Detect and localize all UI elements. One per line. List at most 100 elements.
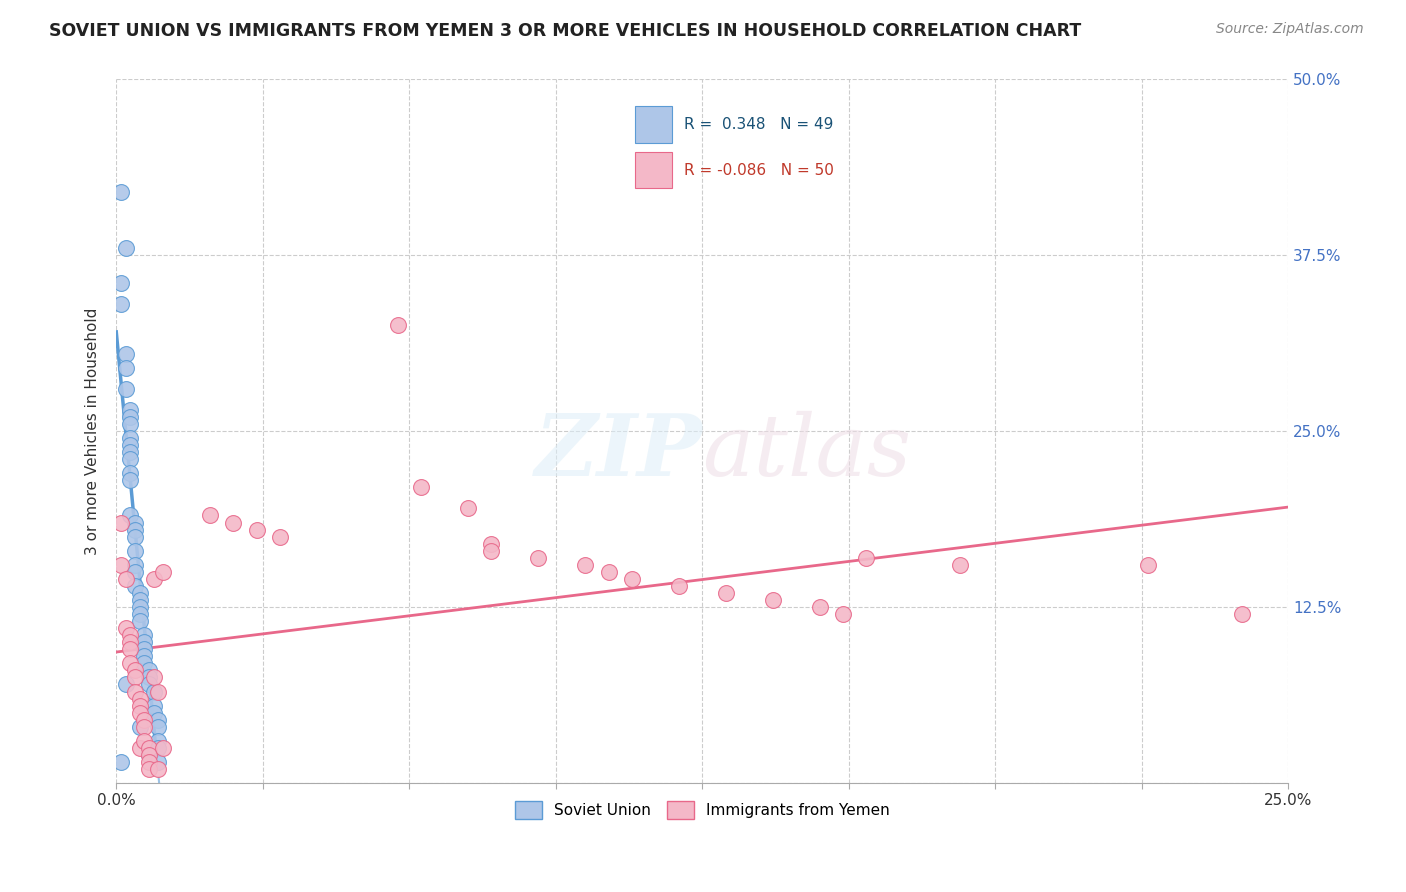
Point xyxy=(110,755,132,769)
Point xyxy=(120,508,142,523)
Point xyxy=(110,185,132,199)
Point xyxy=(124,579,146,593)
Point xyxy=(598,565,620,579)
Text: Source: ZipAtlas.com: Source: ZipAtlas.com xyxy=(1216,22,1364,37)
Point xyxy=(128,600,150,615)
Point xyxy=(134,649,156,664)
Text: ZIP: ZIP xyxy=(534,410,703,494)
Point xyxy=(114,572,136,586)
Point xyxy=(152,740,174,755)
Point xyxy=(134,713,156,727)
Point xyxy=(128,720,150,734)
Point xyxy=(246,523,269,537)
Point xyxy=(110,297,132,311)
Point xyxy=(134,635,156,649)
Point xyxy=(808,600,831,615)
Point xyxy=(142,706,165,720)
Point xyxy=(124,664,146,678)
Point xyxy=(479,536,502,550)
Point xyxy=(152,565,174,579)
Point xyxy=(387,318,409,333)
Point xyxy=(762,593,785,607)
Point xyxy=(134,628,156,642)
Point xyxy=(134,642,156,657)
Point xyxy=(148,733,170,747)
Point xyxy=(148,740,170,755)
Point xyxy=(142,684,165,698)
Point xyxy=(128,586,150,600)
Point xyxy=(128,706,150,720)
Point xyxy=(124,558,146,572)
Point xyxy=(110,276,132,290)
Point xyxy=(148,720,170,734)
Point xyxy=(148,713,170,727)
Point xyxy=(138,762,160,776)
Point xyxy=(142,698,165,713)
Point xyxy=(527,550,550,565)
Point xyxy=(124,670,146,684)
Point xyxy=(120,417,142,431)
Point xyxy=(114,360,136,375)
Point xyxy=(134,657,156,671)
Legend: Soviet Union, Immigrants from Yemen: Soviet Union, Immigrants from Yemen xyxy=(509,795,896,825)
Point xyxy=(120,657,142,671)
Point xyxy=(1136,558,1159,572)
Point xyxy=(138,755,160,769)
Point xyxy=(124,543,146,558)
Y-axis label: 3 or more Vehicles in Household: 3 or more Vehicles in Household xyxy=(86,308,100,555)
Point xyxy=(222,516,245,530)
Point xyxy=(479,543,502,558)
Point xyxy=(138,740,160,755)
Point xyxy=(138,670,160,684)
Point xyxy=(621,572,644,586)
Point xyxy=(128,614,150,628)
Point xyxy=(114,677,136,691)
Point xyxy=(124,684,146,698)
Point xyxy=(142,572,165,586)
Point xyxy=(457,501,479,516)
Point xyxy=(120,409,142,424)
Text: atlas: atlas xyxy=(703,411,911,493)
Point xyxy=(110,516,132,530)
Point xyxy=(124,516,146,530)
Point xyxy=(1230,607,1253,621)
Point xyxy=(124,530,146,544)
Point xyxy=(114,241,136,255)
Point xyxy=(120,445,142,459)
Point xyxy=(198,508,221,523)
Point xyxy=(148,762,170,776)
Point xyxy=(138,664,160,678)
Point xyxy=(128,607,150,621)
Point xyxy=(124,523,146,537)
Point xyxy=(138,747,160,762)
Point xyxy=(120,438,142,452)
Point xyxy=(138,747,160,762)
Point xyxy=(124,565,146,579)
Point xyxy=(128,691,150,706)
Point xyxy=(668,579,690,593)
Point xyxy=(120,473,142,487)
Point xyxy=(832,607,855,621)
Point xyxy=(714,586,737,600)
Point xyxy=(128,593,150,607)
Point xyxy=(269,530,291,544)
Point xyxy=(128,698,150,713)
Point xyxy=(148,684,170,698)
Point xyxy=(128,740,150,755)
Point xyxy=(409,480,432,494)
Point xyxy=(114,382,136,396)
Point xyxy=(120,431,142,445)
Point xyxy=(120,403,142,417)
Point xyxy=(120,642,142,657)
Point xyxy=(949,558,972,572)
Point xyxy=(110,558,132,572)
Point xyxy=(114,621,136,635)
Point xyxy=(134,720,156,734)
Point xyxy=(574,558,596,572)
Point xyxy=(120,628,142,642)
Point xyxy=(134,733,156,747)
Point xyxy=(114,346,136,360)
Point xyxy=(142,670,165,684)
Point xyxy=(138,677,160,691)
Point xyxy=(120,635,142,649)
